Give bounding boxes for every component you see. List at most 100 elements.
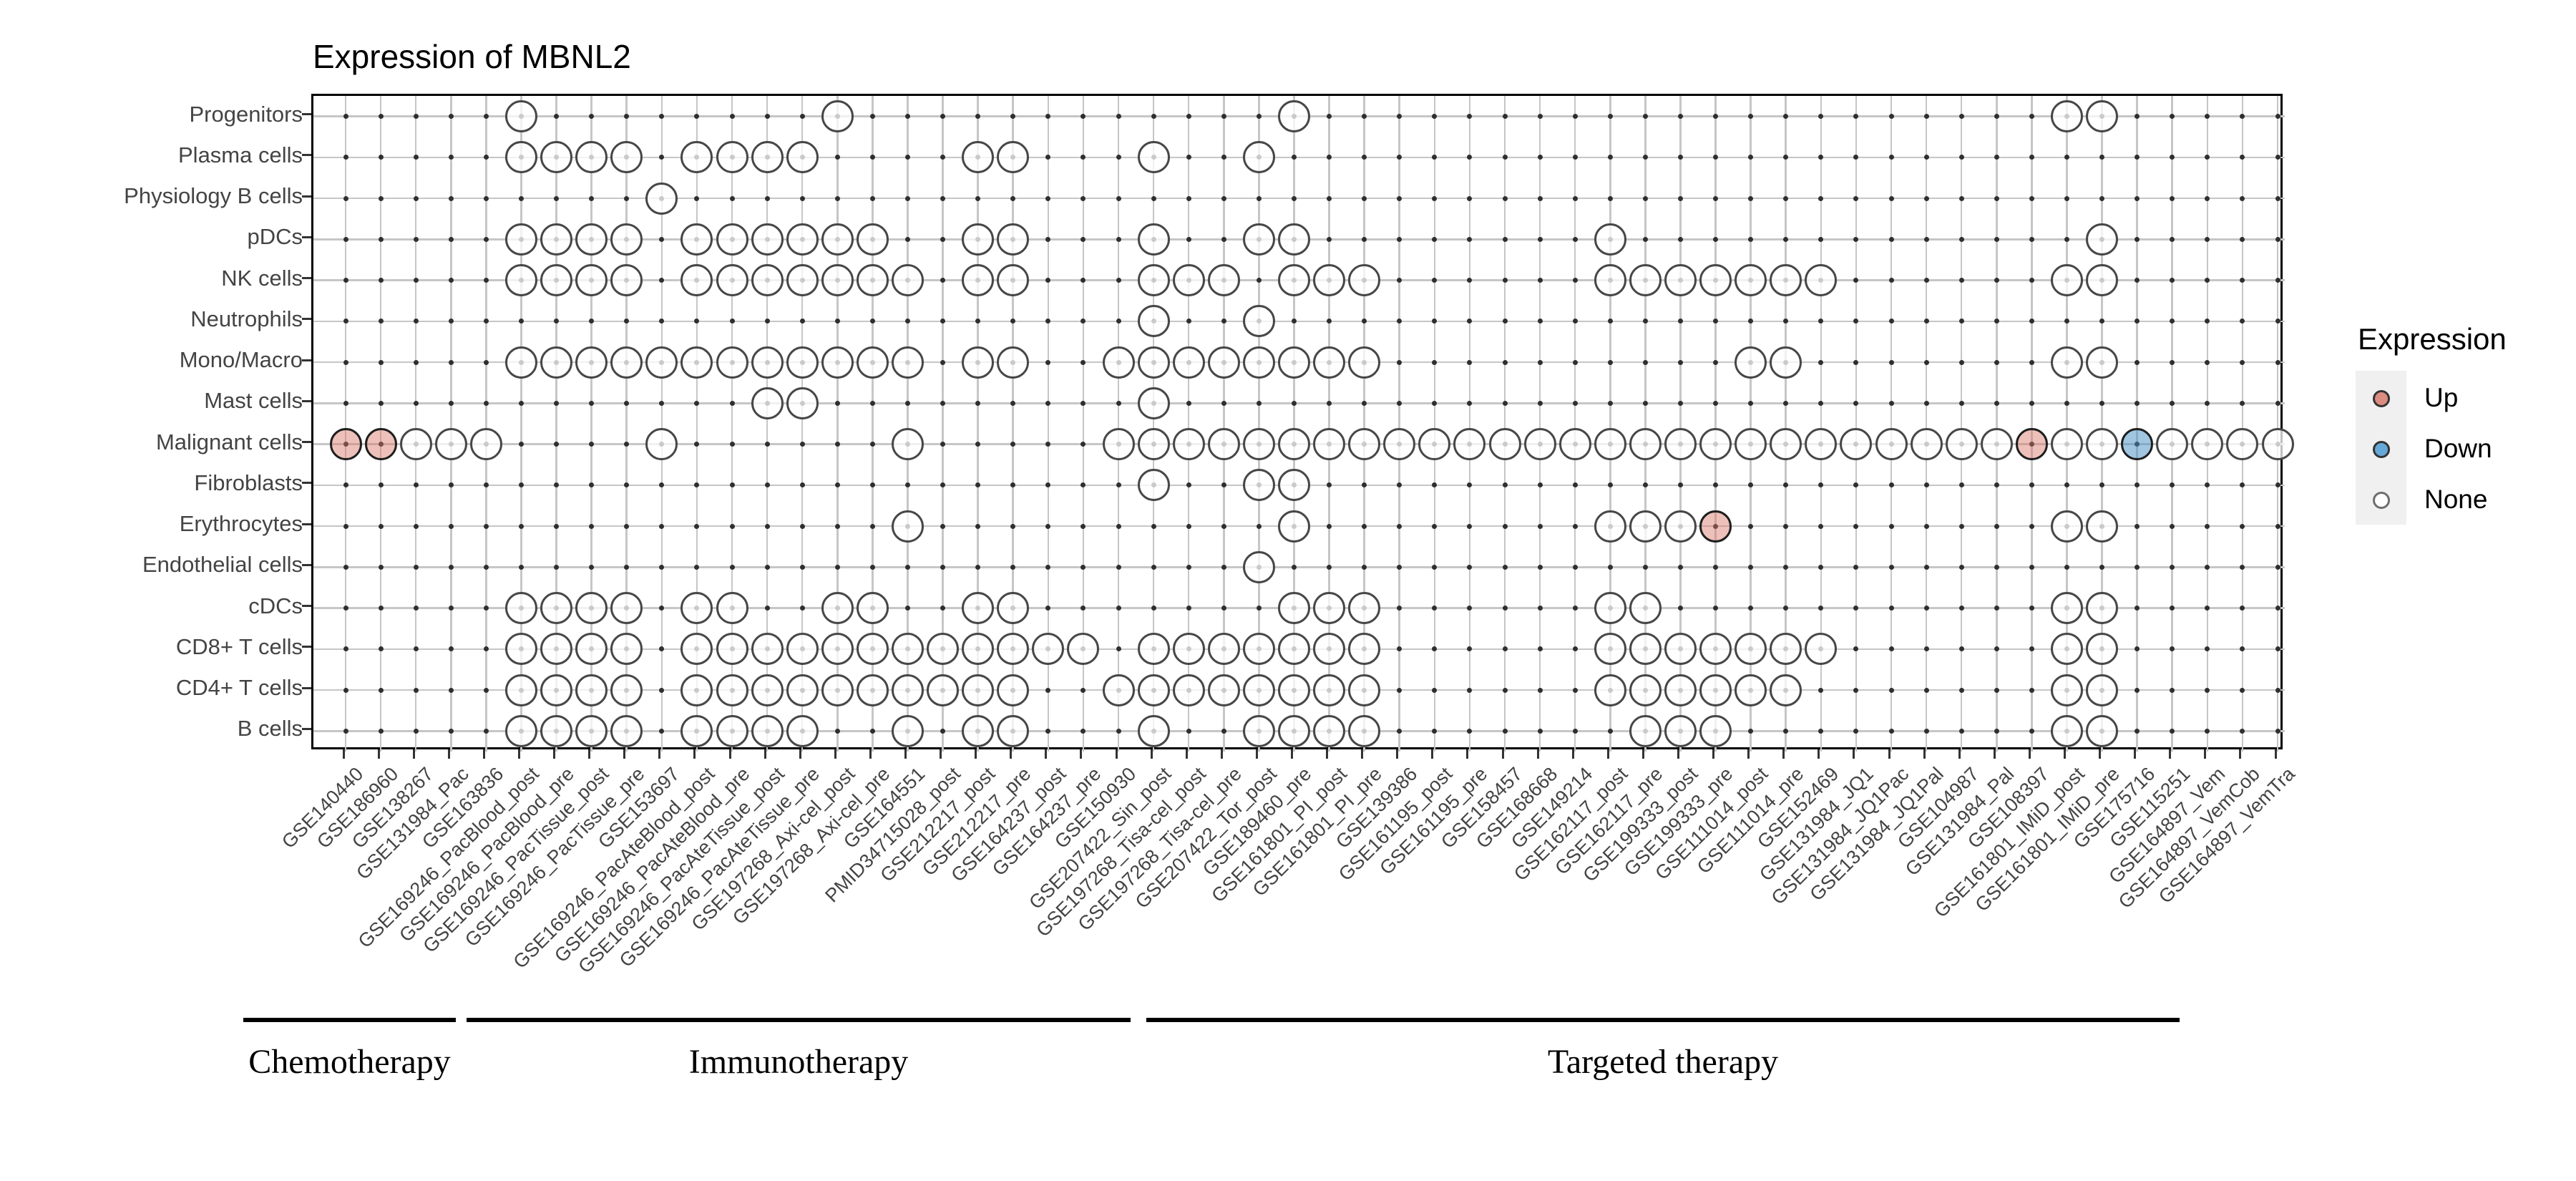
cell-point-dot	[659, 687, 665, 693]
expression-circle-none	[1137, 428, 1170, 461]
cell-point-dot	[2135, 564, 2140, 570]
cell-point-dot	[1432, 195, 1438, 201]
grid-line-vertical	[1012, 96, 1014, 752]
grid-line-vertical	[1328, 96, 1330, 752]
expression-circle-none	[1945, 428, 1978, 461]
cell-point-dot	[659, 523, 665, 529]
cell-point-dot	[413, 523, 419, 529]
expression-circle-none	[751, 387, 784, 419]
cell-point-dot	[1677, 359, 1683, 365]
cell-point-dot	[1010, 195, 1016, 201]
expression-circle-none	[751, 264, 784, 297]
expression-circle-none	[891, 346, 924, 379]
expression-circle-none	[540, 592, 573, 625]
cell-point-dot	[1572, 687, 1578, 693]
expression-circle-none	[504, 264, 537, 297]
cell-point-dot	[1994, 523, 1999, 529]
cell-point-dot	[2205, 195, 2210, 201]
cell-point-dot	[554, 195, 560, 201]
x-axis-tick	[2204, 749, 2207, 759]
cell-point-dot	[483, 564, 489, 570]
cell-point-dot	[483, 523, 489, 529]
grid-line-vertical	[1468, 96, 1471, 752]
cell-point-dot	[1677, 155, 1683, 160]
cell-point-dot	[1888, 236, 1894, 242]
cell-point-dot	[448, 646, 454, 652]
cell-point-dot	[2205, 236, 2210, 242]
cell-point-dot	[1923, 606, 1929, 611]
cell-point-dot	[834, 482, 840, 488]
cell-point-dot	[2240, 482, 2245, 488]
cell-point-dot	[2135, 236, 2140, 242]
grid-line-vertical	[660, 96, 663, 752]
expression-circle-none	[1242, 674, 1275, 706]
expression-circle-none	[1418, 428, 1451, 461]
cell-point-dot	[1572, 278, 1578, 283]
cell-point-dot	[1923, 195, 1929, 201]
y-axis-tick	[302, 154, 311, 157]
cell-point-dot	[1994, 400, 1999, 406]
cell-point-dot	[589, 523, 595, 529]
expression-circle-none	[1664, 633, 1697, 666]
x-axis-tick	[1888, 749, 1890, 759]
cell-point-dot	[1467, 646, 1473, 652]
expression-circle-none	[751, 714, 784, 747]
cell-point-dot	[343, 195, 348, 201]
cell-point-dot	[1537, 728, 1543, 734]
cell-point-dot	[904, 155, 910, 160]
cell-point-dot	[1572, 646, 1578, 652]
expression-circle-none	[927, 633, 960, 666]
cell-point-dot	[1607, 564, 1613, 570]
cell-point-dot	[1923, 646, 1929, 652]
cell-point-dot	[1572, 155, 1578, 160]
expression-circle-none	[1137, 469, 1170, 502]
cell-point-dot	[1958, 400, 1964, 406]
cell-point-dot	[2099, 195, 2105, 201]
cell-point-dot	[1151, 523, 1156, 529]
expression-circle-none	[680, 141, 713, 174]
cell-point-dot	[1958, 687, 1964, 693]
cell-point-dot	[1537, 195, 1543, 201]
cell-point-dot	[2240, 687, 2245, 693]
x-axis-tick	[2169, 749, 2172, 759]
expression-circle-none	[821, 633, 854, 666]
x-axis-tick	[1361, 749, 1364, 759]
x-axis-tick	[1641, 749, 1644, 759]
expression-circle-none	[716, 592, 748, 625]
cell-point-dot	[1642, 482, 1648, 488]
expression-circle-none	[891, 428, 924, 461]
cell-point-dot	[1467, 359, 1473, 365]
expression-circle-none	[716, 264, 748, 297]
cell-point-dot	[343, 728, 348, 734]
cell-point-dot	[1677, 195, 1683, 201]
cell-point-dot	[1958, 155, 1964, 160]
cell-point-dot	[1291, 564, 1297, 570]
cell-point-dot	[554, 400, 560, 406]
cell-point-dot	[1572, 523, 1578, 529]
cell-point-dot	[518, 482, 524, 488]
expression-circle-none	[1032, 633, 1065, 666]
expression-circle-none	[680, 264, 713, 297]
cell-point-dot	[2240, 278, 2245, 283]
grid-line-vertical	[1223, 96, 1225, 752]
cell-point-dot	[1923, 278, 1929, 283]
cell-point-dot	[1116, 195, 1121, 201]
grid-line-vertical	[696, 96, 698, 752]
cell-point-dot	[764, 564, 770, 570]
y-axis-label: Physiology B cells	[124, 183, 303, 209]
grid-line-vertical	[1503, 96, 1506, 752]
expression-circle-none	[1207, 633, 1240, 666]
legend-item-label: None	[2424, 485, 2488, 514]
cell-point-dot	[2170, 523, 2175, 529]
cell-point-dot	[1677, 606, 1683, 611]
cell-point-dot	[1853, 155, 1859, 160]
cell-point-dot	[2275, 359, 2280, 365]
y-axis-tick	[302, 605, 311, 608]
cell-point-dot	[1221, 482, 1226, 488]
cell-point-dot	[869, 319, 875, 324]
cell-point-dot	[343, 155, 348, 160]
cell-point-dot	[2170, 236, 2175, 242]
grid-line-vertical	[731, 96, 733, 752]
grid-line-vertical	[2031, 96, 2033, 752]
expression-circle-none	[1594, 674, 1626, 706]
